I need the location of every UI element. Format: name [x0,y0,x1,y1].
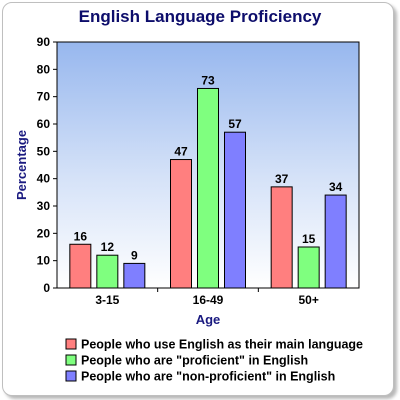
chart-title: English Language Proficiency [79,7,322,26]
y-tick-label: 90 [37,35,51,49]
bar-value-label: 16 [74,229,88,243]
x-axis-title: Age [196,312,221,327]
legend-swatch [65,370,77,382]
bar-value-label: 37 [275,172,289,186]
legend-swatch [65,338,77,350]
bar-value-label: 34 [329,180,343,194]
y-tick-label: 0 [43,281,50,295]
y-tick-label: 30 [37,199,51,213]
y-tick-label: 20 [37,226,51,240]
data-labels: 16 12 9 47 73 57 37 15 34 [74,73,343,262]
bar [224,131,246,289]
bar [324,194,347,289]
legend-label: People who use English as their main lan… [81,338,363,352]
legend-label: People who are "proficient" in English [81,354,308,368]
bar-series [69,87,347,289]
x-axis: 3-15 16-49 50+ [95,288,319,307]
bar-value-label: 15 [302,232,316,246]
y-tick-label: 10 [37,254,51,268]
x-tick-label: 3-15 [95,293,119,307]
bar [297,246,320,289]
bar-value-label: 12 [101,240,115,254]
y-tick-label: 70 [37,90,51,104]
legend: People who use English as their main lan… [65,338,363,384]
bar [123,262,146,289]
y-axis: 0 10 20 30 40 50 60 70 80 90 [37,35,57,295]
bar-value-label: 57 [228,117,242,131]
y-axis-title: Percentage [14,130,29,200]
bar [197,87,219,289]
y-tick-label: 50 [37,144,51,158]
bar-value-label: 9 [131,248,138,262]
bar [96,254,119,289]
legend-label: People who are "non-proficient" in Engli… [81,370,335,384]
bar [69,243,92,289]
bar [170,159,192,289]
x-tick-label: 16-49 [193,293,224,307]
y-tick-label: 60 [37,117,51,131]
y-tick-label: 40 [37,172,51,186]
bar [270,186,293,289]
legend-swatch [65,354,77,366]
x-tick-label: 50+ [298,293,318,307]
y-tick-label: 80 [37,62,51,76]
bar-value-label: 47 [174,145,188,159]
bar-value-label: 73 [201,73,215,87]
